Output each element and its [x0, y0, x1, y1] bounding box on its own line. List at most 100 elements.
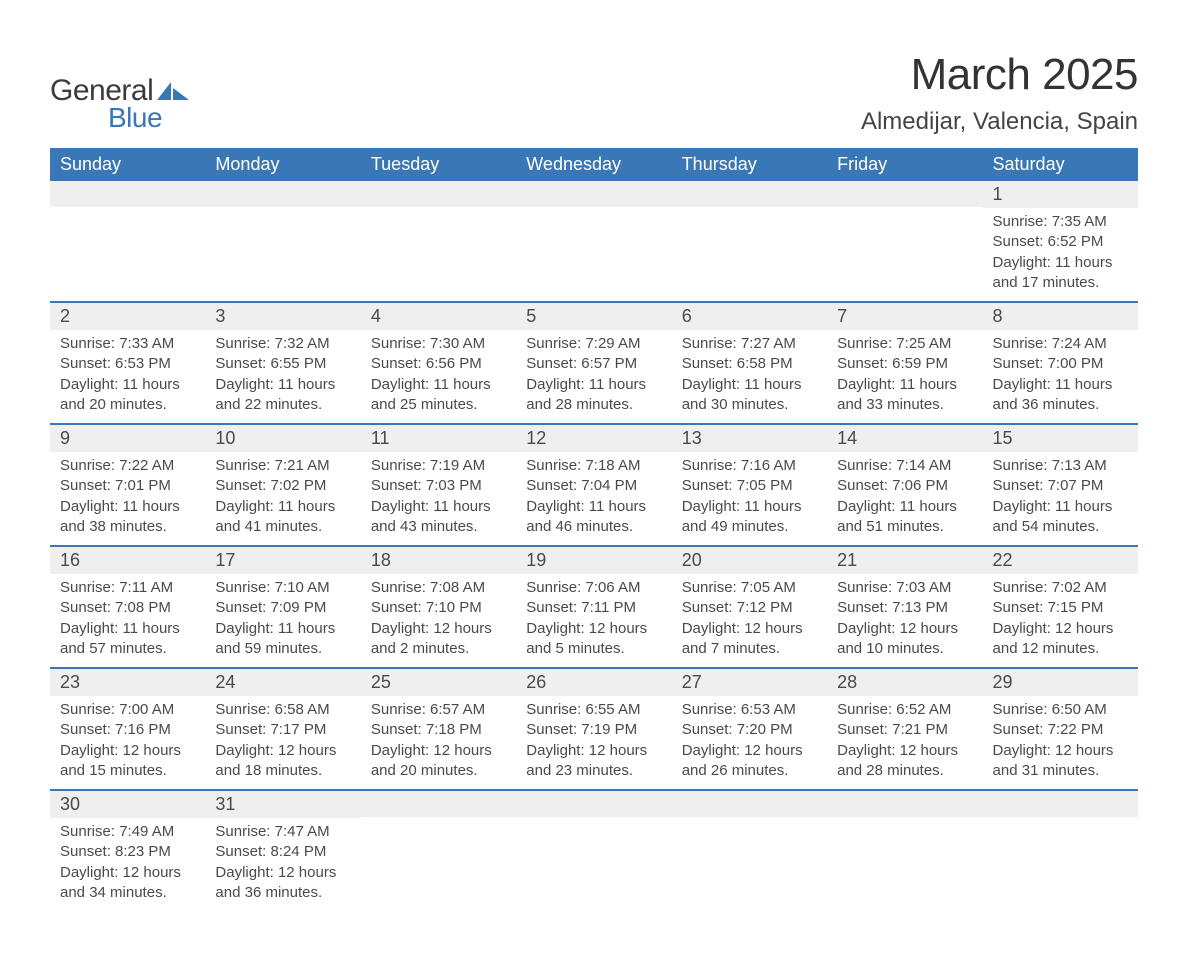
day-details	[983, 817, 1138, 897]
calendar-cell: 14Sunrise: 7:14 AMSunset: 7:06 PMDayligh…	[827, 424, 982, 546]
day-detail-line: Daylight: 11 hours and 49 minutes.	[682, 497, 817, 538]
day-detail-line: Daylight: 12 hours and 26 minutes.	[682, 741, 817, 782]
day-details: Sunrise: 7:30 AMSunset: 6:56 PMDaylight:…	[361, 330, 516, 423]
day-details: Sunrise: 7:47 AMSunset: 8:24 PMDaylight:…	[205, 818, 360, 911]
day-details	[516, 817, 671, 897]
calendar-cell: 3Sunrise: 7:32 AMSunset: 6:55 PMDaylight…	[205, 302, 360, 424]
calendar-cell: 29Sunrise: 6:50 AMSunset: 7:22 PMDayligh…	[983, 668, 1138, 790]
calendar-cell: 13Sunrise: 7:16 AMSunset: 7:05 PMDayligh…	[672, 424, 827, 546]
day-details: Sunrise: 7:22 AMSunset: 7:01 PMDaylight:…	[50, 452, 205, 545]
weekday-header: Saturday	[983, 148, 1138, 181]
calendar-cell: 21Sunrise: 7:03 AMSunset: 7:13 PMDayligh…	[827, 546, 982, 668]
day-number: 10	[205, 425, 360, 452]
day-detail-line: Sunset: 7:09 PM	[215, 598, 350, 618]
day-number: 20	[672, 547, 827, 574]
calendar-cell: 17Sunrise: 7:10 AMSunset: 7:09 PMDayligh…	[205, 546, 360, 668]
day-details: Sunrise: 6:50 AMSunset: 7:22 PMDaylight:…	[983, 696, 1138, 789]
day-details: Sunrise: 7:27 AMSunset: 6:58 PMDaylight:…	[672, 330, 827, 423]
calendar-week-row: 9Sunrise: 7:22 AMSunset: 7:01 PMDaylight…	[50, 424, 1138, 546]
day-number: 11	[361, 425, 516, 452]
day-number: 30	[50, 791, 205, 818]
calendar-cell	[205, 181, 360, 302]
day-details: Sunrise: 7:05 AMSunset: 7:12 PMDaylight:…	[672, 574, 827, 667]
calendar-week-row: 2Sunrise: 7:33 AMSunset: 6:53 PMDaylight…	[50, 302, 1138, 424]
day-details: Sunrise: 7:24 AMSunset: 7:00 PMDaylight:…	[983, 330, 1138, 423]
day-detail-line: Sunset: 7:12 PM	[682, 598, 817, 618]
day-detail-line: Sunset: 6:56 PM	[371, 354, 506, 374]
calendar-cell: 1Sunrise: 7:35 AMSunset: 6:52 PMDaylight…	[983, 181, 1138, 302]
day-detail-line: Sunrise: 7:00 AM	[60, 700, 195, 720]
day-detail-line: Daylight: 12 hours and 12 minutes.	[993, 619, 1128, 660]
day-details: Sunrise: 6:58 AMSunset: 7:17 PMDaylight:…	[205, 696, 360, 789]
day-detail-line: Sunrise: 7:27 AM	[682, 334, 817, 354]
day-number: 1	[983, 181, 1138, 208]
day-details: Sunrise: 7:10 AMSunset: 7:09 PMDaylight:…	[205, 574, 360, 667]
calendar-cell: 15Sunrise: 7:13 AMSunset: 7:07 PMDayligh…	[983, 424, 1138, 546]
day-detail-line: Sunset: 7:17 PM	[215, 720, 350, 740]
day-number: 26	[516, 669, 671, 696]
day-number: 28	[827, 669, 982, 696]
brand-blue: Blue	[108, 102, 189, 134]
day-details: Sunrise: 7:06 AMSunset: 7:11 PMDaylight:…	[516, 574, 671, 667]
day-details: Sunrise: 7:35 AMSunset: 6:52 PMDaylight:…	[983, 208, 1138, 301]
calendar-cell	[361, 181, 516, 302]
day-details: Sunrise: 7:21 AMSunset: 7:02 PMDaylight:…	[205, 452, 360, 545]
calendar-cell	[516, 790, 671, 911]
header: General Blue March 2025 Almedijar, Valen…	[50, 50, 1138, 136]
calendar-cell: 9Sunrise: 7:22 AMSunset: 7:01 PMDaylight…	[50, 424, 205, 546]
day-number: 14	[827, 425, 982, 452]
day-detail-line: Sunrise: 6:53 AM	[682, 700, 817, 720]
day-detail-line: Sunrise: 7:03 AM	[837, 578, 972, 598]
day-detail-line: Daylight: 11 hours and 30 minutes.	[682, 375, 817, 416]
weekday-header: Thursday	[672, 148, 827, 181]
day-detail-line: Sunrise: 7:19 AM	[371, 456, 506, 476]
day-number: 18	[361, 547, 516, 574]
day-detail-line: Daylight: 12 hours and 15 minutes.	[60, 741, 195, 782]
day-detail-line: Daylight: 11 hours and 46 minutes.	[526, 497, 661, 538]
calendar-cell: 20Sunrise: 7:05 AMSunset: 7:12 PMDayligh…	[672, 546, 827, 668]
day-number: 7	[827, 303, 982, 330]
day-number: 22	[983, 547, 1138, 574]
day-number: 16	[50, 547, 205, 574]
day-number	[983, 791, 1138, 817]
calendar-cell: 11Sunrise: 7:19 AMSunset: 7:03 PMDayligh…	[361, 424, 516, 546]
day-detail-line: Sunrise: 7:47 AM	[215, 822, 350, 842]
day-number	[827, 791, 982, 817]
day-number: 29	[983, 669, 1138, 696]
day-detail-line: Sunrise: 7:25 AM	[837, 334, 972, 354]
day-detail-line: Daylight: 12 hours and 28 minutes.	[837, 741, 972, 782]
day-detail-line: Daylight: 12 hours and 36 minutes.	[215, 863, 350, 904]
day-number: 3	[205, 303, 360, 330]
day-detail-line: Sunrise: 7:05 AM	[682, 578, 817, 598]
day-number	[672, 791, 827, 817]
day-detail-line: Sunrise: 7:02 AM	[993, 578, 1128, 598]
brand-logo: General Blue	[50, 74, 189, 134]
calendar-cell	[983, 790, 1138, 911]
calendar-cell	[361, 790, 516, 911]
day-detail-line: Sunrise: 7:33 AM	[60, 334, 195, 354]
day-detail-line: Sunset: 7:16 PM	[60, 720, 195, 740]
day-detail-line: Daylight: 12 hours and 10 minutes.	[837, 619, 972, 660]
day-detail-line: Sunset: 6:57 PM	[526, 354, 661, 374]
calendar-cell: 6Sunrise: 7:27 AMSunset: 6:58 PMDaylight…	[672, 302, 827, 424]
day-detail-line: Sunset: 7:18 PM	[371, 720, 506, 740]
day-details: Sunrise: 7:13 AMSunset: 7:07 PMDaylight:…	[983, 452, 1138, 545]
day-detail-line: Daylight: 12 hours and 18 minutes.	[215, 741, 350, 782]
day-detail-line: Sunset: 6:59 PM	[837, 354, 972, 374]
calendar-week-row: 30Sunrise: 7:49 AMSunset: 8:23 PMDayligh…	[50, 790, 1138, 911]
calendar-cell: 25Sunrise: 6:57 AMSunset: 7:18 PMDayligh…	[361, 668, 516, 790]
day-details: Sunrise: 7:18 AMSunset: 7:04 PMDaylight:…	[516, 452, 671, 545]
calendar-cell: 24Sunrise: 6:58 AMSunset: 7:17 PMDayligh…	[205, 668, 360, 790]
day-detail-line: Sunset: 7:11 PM	[526, 598, 661, 618]
month-title: March 2025	[861, 50, 1138, 100]
day-details: Sunrise: 7:08 AMSunset: 7:10 PMDaylight:…	[361, 574, 516, 667]
day-details	[205, 207, 360, 287]
calendar-cell: 8Sunrise: 7:24 AMSunset: 7:00 PMDaylight…	[983, 302, 1138, 424]
day-number: 25	[361, 669, 516, 696]
day-detail-line: Daylight: 11 hours and 36 minutes.	[993, 375, 1128, 416]
day-details	[672, 817, 827, 897]
day-detail-line: Sunrise: 6:52 AM	[837, 700, 972, 720]
day-detail-line: Sunset: 6:52 PM	[993, 232, 1128, 252]
day-number: 5	[516, 303, 671, 330]
weekday-header: Friday	[827, 148, 982, 181]
